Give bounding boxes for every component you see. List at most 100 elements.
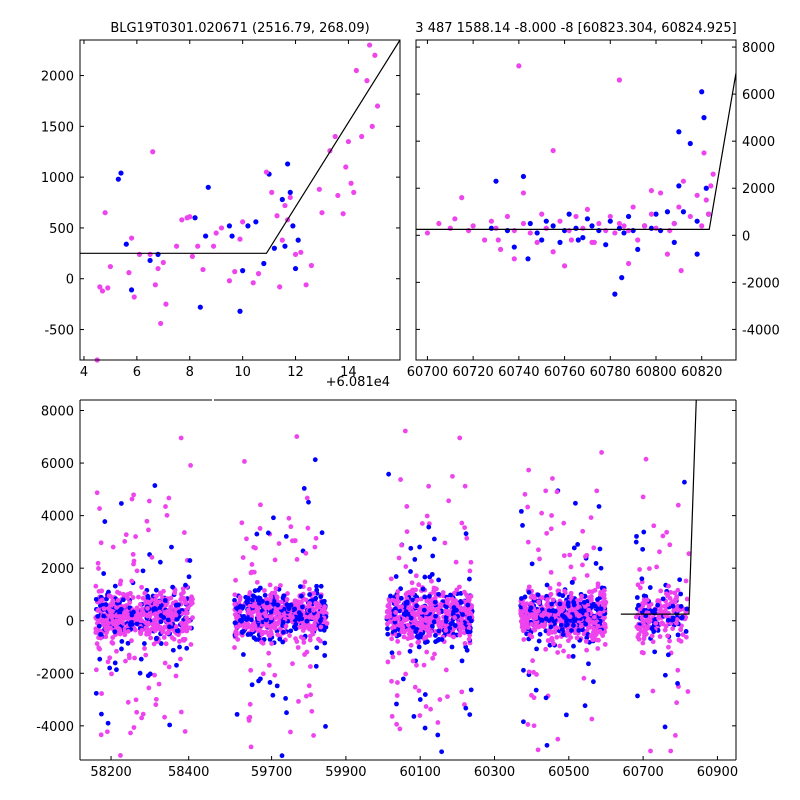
p3-point-pink bbox=[190, 615, 195, 621]
p1-point-pink bbox=[282, 202, 288, 209]
p2-ytick-label: 4000 bbox=[742, 135, 775, 150]
p1-point-blue bbox=[240, 268, 246, 274]
p3-point-blue bbox=[582, 703, 588, 709]
p1-point-blue bbox=[292, 265, 299, 272]
p3-point-blue bbox=[271, 599, 277, 604]
p2-ytick-label: 8000 bbox=[742, 41, 775, 56]
p1-ytick-label: 500 bbox=[49, 222, 74, 237]
p2-point-pink bbox=[625, 227, 632, 234]
p3-point-pink bbox=[595, 584, 601, 590]
p3-point-blue bbox=[571, 545, 577, 551]
p3-point-pink bbox=[657, 634, 663, 639]
p3-point-pink bbox=[322, 604, 328, 610]
p3-point-pink bbox=[395, 639, 401, 644]
p3-point-pink bbox=[172, 611, 178, 617]
p3-point-pink bbox=[303, 597, 309, 603]
p3-point-pink bbox=[188, 596, 194, 602]
p2-point-pink bbox=[516, 63, 522, 69]
p3-point-pink bbox=[171, 636, 177, 642]
p3-point-pink bbox=[308, 613, 313, 619]
p3-point-blue bbox=[596, 504, 602, 509]
p3-point-pink bbox=[548, 526, 554, 532]
p3-point-pink bbox=[588, 596, 594, 601]
p3-point-pink bbox=[544, 530, 550, 536]
p3-point-pink bbox=[674, 700, 680, 706]
p3-point-blue bbox=[176, 609, 182, 615]
p3-point-pink bbox=[434, 606, 440, 612]
p3-point-pink bbox=[574, 635, 580, 641]
p3-point-pink bbox=[649, 633, 655, 639]
p3-point-pink bbox=[653, 620, 659, 626]
p3-point-pink bbox=[640, 640, 646, 646]
p1-point-blue bbox=[279, 196, 285, 203]
p3-point-blue bbox=[590, 601, 596, 607]
p3-point-blue bbox=[431, 619, 437, 625]
p3-point-blue bbox=[595, 597, 600, 602]
p3-point-pink bbox=[579, 593, 584, 599]
p2-point-pink bbox=[687, 213, 693, 220]
p3-point-pink bbox=[311, 607, 316, 613]
p3-point-pink bbox=[117, 590, 122, 596]
p3-point-pink bbox=[110, 613, 115, 619]
p3-point-blue bbox=[439, 637, 445, 642]
p2-point-blue bbox=[703, 185, 709, 191]
p3-point-pink bbox=[287, 633, 292, 638]
p1-point-pink bbox=[359, 133, 365, 140]
p2-point-pink bbox=[708, 183, 714, 189]
p3-point-pink bbox=[395, 680, 400, 685]
p3-point-pink bbox=[133, 534, 138, 539]
p3-point-pink bbox=[650, 639, 656, 645]
p3-point-blue bbox=[411, 714, 417, 719]
p3-point-pink bbox=[568, 594, 574, 600]
p3-point-pink bbox=[526, 584, 532, 590]
p3-point-blue bbox=[99, 711, 104, 717]
p3-point-pink bbox=[643, 627, 649, 633]
p3-point-pink bbox=[519, 621, 525, 626]
p3-point-pink bbox=[106, 593, 112, 599]
p3-point-blue bbox=[170, 584, 176, 590]
p3-point-pink bbox=[305, 525, 311, 531]
p3-point-pink bbox=[398, 477, 403, 482]
p3-point-pink bbox=[451, 590, 457, 596]
p3-point-blue bbox=[581, 599, 587, 605]
p3-point-pink bbox=[118, 578, 124, 584]
p2-point-pink bbox=[648, 187, 655, 194]
p1-point-blue bbox=[123, 241, 129, 247]
p2-point-blue bbox=[630, 227, 636, 234]
p3-point-pink bbox=[416, 582, 422, 588]
p3-point-blue bbox=[394, 701, 399, 707]
p3-point-pink bbox=[146, 685, 152, 691]
p2-ytick-label: 6000 bbox=[742, 88, 775, 103]
p3-point-blue bbox=[95, 613, 101, 619]
p3-point-blue bbox=[407, 648, 413, 654]
p3-point-blue bbox=[558, 622, 564, 628]
p2-point-blue bbox=[534, 230, 540, 236]
p3-point-pink bbox=[602, 629, 608, 635]
p3-point-pink bbox=[667, 638, 672, 644]
p3-point-pink bbox=[460, 625, 466, 631]
p3-point-blue bbox=[451, 605, 457, 611]
p2-point-pink bbox=[667, 227, 673, 234]
p3-point-blue bbox=[158, 619, 164, 625]
panel-3-bottom-full: -4000 -2000 0 2000 4000 6000 8000 58200 58400 597… bbox=[36, 399, 738, 780]
p3-point-pink bbox=[654, 564, 660, 570]
p3-point-pink bbox=[426, 619, 432, 625]
p3-point-pink bbox=[591, 545, 597, 551]
p2-point-pink bbox=[452, 216, 458, 222]
p3-point-blue bbox=[449, 644, 455, 650]
p3-point-pink bbox=[268, 594, 274, 600]
p1-point-pink bbox=[136, 251, 143, 257]
p3-point-blue bbox=[318, 618, 323, 624]
p3-point-pink bbox=[663, 623, 669, 629]
p3-point-blue bbox=[443, 618, 449, 624]
p3-point-blue bbox=[392, 606, 398, 612]
p3-point-pink bbox=[450, 473, 455, 479]
p3-point-pink bbox=[668, 748, 674, 754]
p3-ytick-label: -4000 bbox=[36, 720, 74, 735]
p3-point-blue bbox=[539, 617, 545, 623]
p2-point-blue bbox=[635, 246, 641, 253]
p3-point-pink bbox=[148, 635, 154, 641]
p1-point-pink bbox=[102, 210, 108, 216]
p3-point-blue bbox=[93, 596, 99, 602]
p3-point-pink bbox=[581, 631, 587, 637]
